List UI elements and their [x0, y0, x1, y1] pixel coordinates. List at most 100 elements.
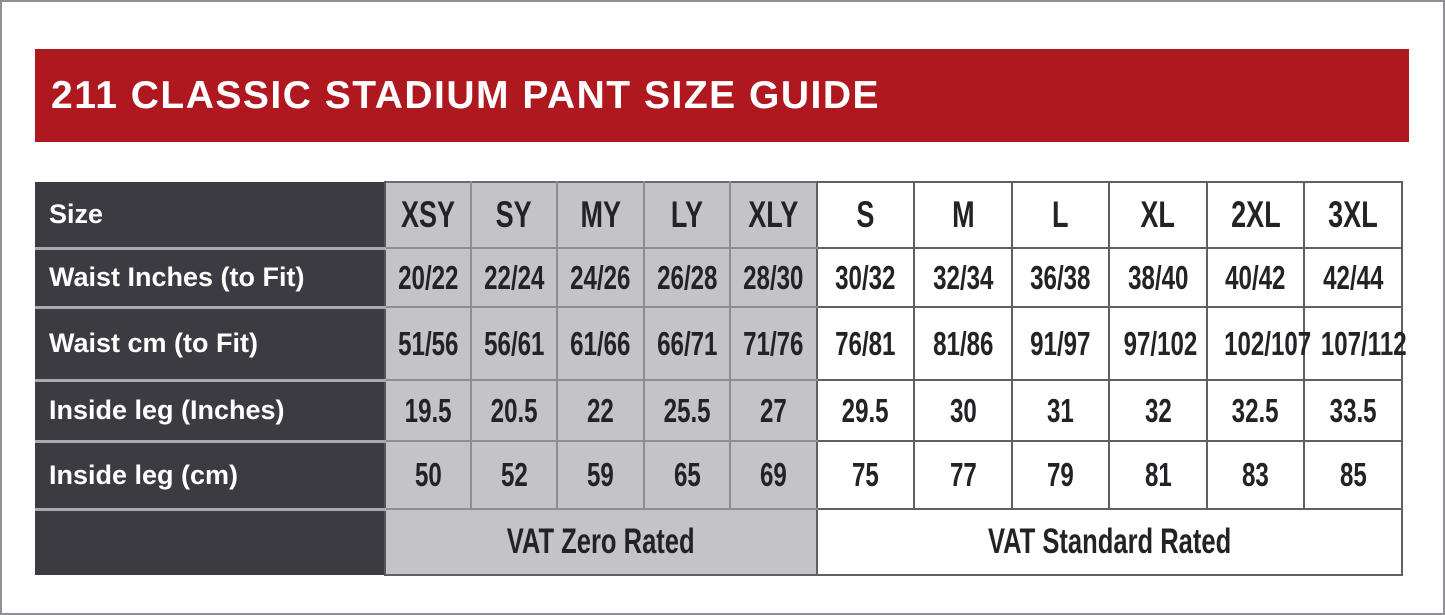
- cell-value: 69: [760, 456, 787, 493]
- table-row: Waist Inches (to Fit) 20/22 22/24 24/26 …: [35, 247, 1403, 309]
- cell-value: 28/30: [743, 258, 804, 296]
- vat-zero-label: VAT Zero Rated: [507, 522, 695, 561]
- cell-value: 85: [1339, 456, 1367, 493]
- cell-value: 29.5: [842, 391, 889, 429]
- cell-value: 19.5: [404, 391, 452, 429]
- youth-cell: 20/22: [384, 247, 472, 308]
- cell-value: 31: [1047, 391, 1074, 429]
- cell-value: XL: [1140, 194, 1176, 235]
- adult-cell: 97/102: [1108, 306, 1208, 381]
- size-guide-table: Size XSY SY MY LY XLY S M L XL 2XL 3XL W…: [35, 181, 1407, 576]
- cell-value: 56/61: [483, 324, 545, 362]
- cell-value: 42/44: [1322, 258, 1384, 296]
- cell-value: 38/40: [1127, 258, 1189, 296]
- adult-cell: 32.5: [1206, 379, 1305, 442]
- youth-cell: 20.5: [470, 379, 558, 442]
- adult-cell: 81: [1108, 440, 1208, 510]
- adult-size-header: L: [1011, 181, 1110, 249]
- youth-cell: 25.5: [643, 379, 731, 442]
- cell-value: 26/28: [656, 258, 718, 296]
- cell-value: 83: [1242, 456, 1269, 493]
- cell-value: 65: [673, 456, 701, 493]
- youth-size-header: LY: [643, 181, 731, 249]
- cell-value: 25.5: [663, 391, 711, 429]
- adult-size-header: M: [913, 181, 1013, 249]
- cell-value: 107/112: [1320, 324, 1407, 362]
- table-row: Inside leg (cm) 50 52 59 65 69 75 77 79 …: [35, 440, 1403, 511]
- cell-value: 79: [1047, 456, 1074, 493]
- cell-value: 20/22: [397, 258, 459, 296]
- youth-cell: 26/28: [643, 247, 731, 308]
- youth-cell: 51/56: [384, 306, 472, 381]
- adult-cell: 33.5: [1303, 379, 1403, 442]
- youth-size-header: XSY: [384, 181, 472, 249]
- youth-cell: 69: [729, 440, 818, 510]
- cell-value: 61/66: [570, 324, 631, 362]
- youth-cell: 59: [556, 440, 645, 510]
- youth-cell: 65: [643, 440, 731, 510]
- cell-value: 22: [587, 391, 614, 429]
- title-banner: 211 CLASSIC STADIUM PANT SIZE GUIDE: [35, 49, 1409, 142]
- cell-value: M: [951, 194, 975, 235]
- row-label-inside-leg-cm: Inside leg (cm): [35, 441, 386, 511]
- cell-value: 22/24: [483, 258, 545, 296]
- adult-cell: 81/86: [913, 306, 1013, 381]
- cell-value: 50: [414, 456, 442, 493]
- cell-value: 97/102: [1123, 324, 1198, 362]
- youth-cell: 50: [384, 440, 472, 510]
- vat-standard-label: VAT Standard Rated: [987, 522, 1232, 561]
- adult-cell: 32/34: [913, 247, 1013, 308]
- cell-value: 81: [1144, 456, 1172, 493]
- cell-value: 36/38: [1030, 258, 1091, 296]
- youth-cell: 52: [470, 440, 558, 510]
- adult-cell: 31: [1011, 379, 1110, 442]
- adult-cell: 77: [913, 440, 1013, 510]
- adult-cell: 76/81: [816, 306, 915, 381]
- youth-cell: 22: [556, 379, 645, 442]
- empty-label-cell: [35, 509, 386, 575]
- row-label-waist-cm: Waist cm (to Fit): [35, 307, 386, 382]
- adult-cell: 32: [1108, 379, 1208, 442]
- cell-value: 91/97: [1030, 324, 1091, 362]
- adult-cell: 107/112: [1303, 306, 1407, 381]
- cell-value: 81/86: [932, 324, 994, 362]
- vat-zero-cell: VAT Zero Rated: [384, 508, 818, 576]
- adult-size-header: S: [816, 181, 915, 249]
- youth-cell: 27: [729, 379, 818, 442]
- adult-cell: 40/42: [1206, 247, 1305, 308]
- youth-cell: 19.5: [384, 379, 472, 442]
- cell-value: 20.5: [490, 391, 538, 429]
- youth-cell: 24/26: [556, 247, 645, 308]
- page-title: 211 CLASSIC STADIUM PANT SIZE GUIDE: [51, 73, 880, 117]
- cell-value: SY: [495, 194, 533, 235]
- cell-value: 40/42: [1225, 258, 1286, 296]
- adult-cell: 29.5: [816, 379, 915, 442]
- adult-cell: 38/40: [1108, 247, 1208, 308]
- cell-value: 33.5: [1329, 391, 1377, 429]
- cell-value: 32.5: [1232, 391, 1279, 429]
- cell-value: 71/76: [743, 324, 804, 362]
- cell-value: 32/34: [932, 258, 994, 296]
- cell-value: 30/32: [835, 258, 896, 296]
- cell-value: 52: [500, 456, 528, 493]
- adult-size-header: 3XL: [1303, 181, 1403, 249]
- cell-value: 75: [852, 456, 879, 493]
- cell-value: 3XL: [1328, 194, 1378, 235]
- table-row: Size XSY SY MY LY XLY S M L XL 2XL 3XL: [35, 181, 1403, 250]
- cell-value: XSY: [400, 194, 456, 235]
- youth-cell: 66/71: [643, 306, 731, 381]
- cell-value: MY: [580, 194, 621, 235]
- cell-value: 27: [760, 391, 787, 429]
- adult-cell: 85: [1303, 440, 1403, 510]
- cell-value: 24/26: [570, 258, 631, 296]
- youth-size-header: MY: [556, 181, 645, 249]
- cell-value: 30: [949, 391, 977, 429]
- youth-size-header: XLY: [729, 181, 818, 249]
- youth-cell: 56/61: [470, 306, 558, 381]
- cell-value: 102/107: [1224, 324, 1312, 362]
- cell-value: S: [856, 194, 875, 235]
- adult-size-header: XL: [1108, 181, 1208, 249]
- cell-value: 51/56: [397, 324, 459, 362]
- youth-cell: 28/30: [729, 247, 818, 308]
